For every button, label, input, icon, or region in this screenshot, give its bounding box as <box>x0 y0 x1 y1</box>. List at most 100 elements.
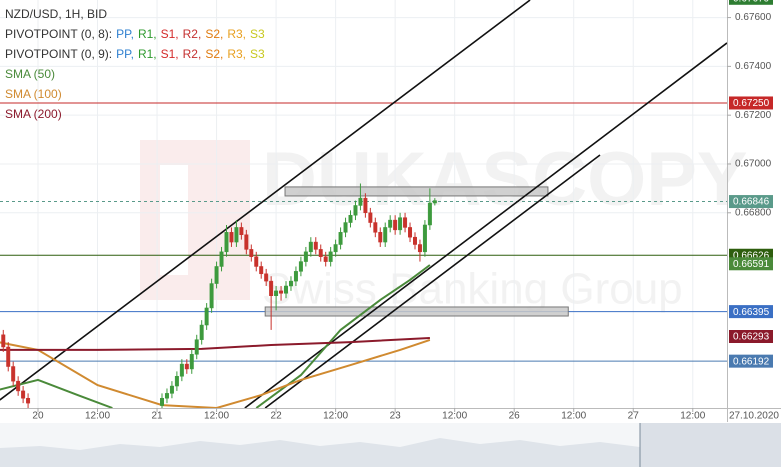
candle-body <box>408 227 413 238</box>
x-tick-label: 12:00 <box>85 411 110 422</box>
candle-body <box>373 222 378 233</box>
candle-body <box>398 217 403 231</box>
price-badge <box>729 257 773 271</box>
candle-body <box>174 376 179 387</box>
plot <box>0 0 727 408</box>
x-tick-label: 27 <box>628 411 640 422</box>
y-tick-label: 0.67400 <box>735 61 772 72</box>
pivot-legend-item: S3 <box>250 27 265 41</box>
x-tick-label: 20 <box>32 411 44 422</box>
candle-body <box>189 354 194 370</box>
candle-body <box>16 380 21 392</box>
candle-body <box>254 256 259 267</box>
pivot-legend-item: R2, <box>183 47 202 61</box>
candle-body <box>348 214 353 223</box>
price-badge <box>729 354 773 368</box>
watermark-subtext: Swiss Banking Group <box>262 265 683 314</box>
pivot-legend-item: PP, <box>116 27 134 41</box>
candle-body <box>184 363 189 370</box>
candle-body <box>378 232 383 243</box>
legend-title: NZD/USD, 1H, BID <box>5 7 107 21</box>
pivot-legend-item: R2, <box>183 27 202 41</box>
x-tick-label: 12:00 <box>204 411 229 422</box>
candle-body <box>234 227 239 243</box>
axes: 20 12:00 21 12:00 22 12:00 23 12:00 26 12:00 27 12:… <box>32 0 779 422</box>
price-badge-label: 0.67679 <box>733 0 770 4</box>
pivot-legend-item: R3, <box>227 47 246 61</box>
legend-entry: SMA (200) <box>5 107 62 121</box>
candle-body <box>259 266 264 275</box>
x-tick-label: 12:00 <box>680 411 705 422</box>
price-badge-label: 0.66293 <box>733 332 770 343</box>
candle-body <box>11 366 16 382</box>
candle-body <box>249 249 254 257</box>
candle-body <box>413 236 417 245</box>
candle-body <box>328 251 333 262</box>
pivot-legend-item: R1, <box>138 27 157 41</box>
pivot-legend: PIVOTPOINT (0, 9): PP, R1, S1, R2, S2, R3, S3 <box>5 47 265 61</box>
candle-body <box>244 234 249 250</box>
pivot-legend-item: R1, <box>138 47 157 61</box>
candle-body <box>293 271 298 282</box>
x-tick-label: 12:00 <box>323 411 348 422</box>
candle-body <box>229 232 234 243</box>
legend: NZD/USD, 1H, BID PIVOTPOINT (0, 8): PP, R1,… <box>5 7 265 121</box>
pivot-legend-item: S1, <box>161 27 179 41</box>
trend-line <box>264 154 601 408</box>
pivot-legend-item: S2, <box>205 47 223 61</box>
price-badge <box>729 330 773 344</box>
legend-entry: SMA (100) <box>5 87 62 101</box>
candle-body <box>318 249 323 257</box>
price-badge-label: 0.66846 <box>733 197 770 208</box>
candle-body <box>160 397 164 406</box>
candle-body <box>214 266 219 284</box>
watermark: DUKASCOPY Swiss Banking Group <box>140 137 748 314</box>
price-badge-label: 0.66591 <box>733 259 770 270</box>
candle-body <box>338 232 343 245</box>
pivot-legend: PIVOTPOINT (0, 8): PP, R1, S1, R2, S2, R3, S3 <box>5 27 265 41</box>
candle-body <box>279 290 284 294</box>
candle-body <box>383 227 388 243</box>
candle-body <box>323 256 328 262</box>
pivot-legend-item: PP, <box>116 47 134 61</box>
zone <box>264 306 569 317</box>
candle-body <box>1 334 6 348</box>
y-tick-label: 0.67200 <box>735 110 772 121</box>
candle-body <box>199 324 204 340</box>
pivot-legend-label: PIVOTPOINT (0, 8): <box>5 27 112 41</box>
candle-body <box>368 212 373 223</box>
candle-body <box>224 232 229 253</box>
date-label: 27.10.2020 <box>729 411 779 422</box>
price-badge <box>729 0 773 5</box>
candle-body <box>288 280 293 287</box>
candle-body <box>21 390 26 399</box>
grid <box>0 0 727 408</box>
navigator <box>0 423 781 467</box>
candle-body <box>303 251 308 262</box>
candle-body <box>274 290 279 297</box>
price-badge-label: 0.66626 <box>733 250 770 261</box>
candle-body <box>26 397 31 404</box>
candle-body <box>313 241 318 250</box>
candle-body <box>209 283 214 309</box>
candle-body <box>219 251 224 267</box>
pivot-legend-item: R3, <box>227 27 246 41</box>
watermark-logo <box>140 140 250 300</box>
candle-body <box>264 273 269 282</box>
y-tick-label: 0.67000 <box>735 159 772 170</box>
navigator-window[interactable] <box>640 423 781 467</box>
price-badge-label: 0.67250 <box>733 98 770 109</box>
candle-body <box>403 217 408 228</box>
candle-body <box>363 197 368 214</box>
candle-body <box>417 244 422 253</box>
candle-body <box>308 241 313 253</box>
x-tick-label: 23 <box>390 411 402 422</box>
candle-body <box>393 219 398 231</box>
candle-body <box>432 200 437 204</box>
candle-body <box>284 285 289 294</box>
candle-body <box>179 363 184 377</box>
candle-body <box>333 244 338 253</box>
pivot-legend-item: S2, <box>205 27 223 41</box>
